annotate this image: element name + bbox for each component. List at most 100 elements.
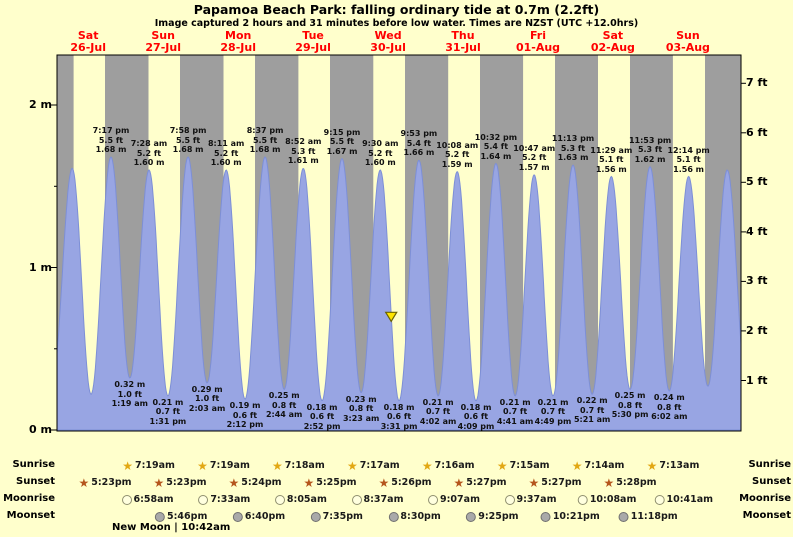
astro-time: 7:16am: [434, 460, 475, 471]
sunset-star-entry: ★ 5:26pm: [378, 475, 431, 490]
sunset-star-icon: ★: [78, 475, 90, 490]
day-date: 29-Jul: [295, 40, 331, 54]
plot-day-background: [57, 55, 741, 431]
high-tide-label: 11:29 am 5.1 ft 1.56 m: [590, 145, 633, 174]
right-axis-label: 6 ft: [746, 125, 768, 139]
high-tide-label: 9:30 am 5.2 ft 1.60 m: [362, 139, 399, 167]
moonset-circle-icon: [466, 511, 477, 522]
moonrise-circle-entry: 9:07am: [428, 492, 480, 507]
right-axis-label: 5 ft: [746, 175, 768, 189]
moonrise-circle-icon: [504, 494, 515, 505]
sunset-label-right: Sunset: [752, 476, 791, 487]
astro-time: 8:05am: [286, 494, 327, 505]
moonrise-circle-entry: 10:41am: [654, 492, 713, 507]
day-label: Thu 31-Jul: [445, 30, 481, 53]
sunset-label-left: Sunset: [16, 476, 55, 487]
sunset-star-icon: ★: [153, 475, 165, 490]
day-date: 03-Aug: [665, 40, 710, 54]
astro-time: 5:28pm: [616, 477, 657, 488]
high-tide-label: 9:53 pm 5.4 ft 1.66 m: [400, 129, 438, 158]
low-tide-label: 0.19 m 0.6 ft 2:12 pm: [226, 401, 264, 430]
day-date: 27-Jul: [145, 40, 181, 54]
moonrise-row: Moonrise 6:58am 7:33am 8:05am 8:37am 9:07am 9…: [0, 492, 793, 508]
sunrise-star-icon: ★: [272, 458, 283, 473]
moonrise-circle-entry: 9:37am: [504, 492, 556, 507]
astro-time: 9:07am: [440, 494, 480, 505]
moonset-circle-entry: 8:30pm: [388, 509, 441, 524]
astro-time: 7:13am: [659, 460, 700, 471]
astro-time: 7:19am: [135, 460, 175, 471]
astro-time: 7:19am: [209, 460, 250, 471]
moonset-circle-entry: 11:18pm: [618, 509, 678, 524]
low-tide-label: 0.18 m 0.6 ft 3:31 pm: [380, 402, 418, 431]
right-axis-label: 7 ft: [746, 76, 768, 90]
day-label: Fri 01-Aug: [516, 30, 560, 53]
day-date: 26-Jul: [70, 40, 106, 54]
moonset-circle-icon: [232, 511, 243, 522]
day-label: Sun 27-Jul: [145, 30, 181, 53]
day-date: 31-Jul: [445, 40, 481, 54]
high-tide-label: 10:08 am 5.2 ft 1.59 m: [436, 140, 479, 169]
moonset-circle-entry: 10:21pm: [540, 509, 600, 524]
sunrise-label-right: Sunrise: [748, 459, 791, 470]
astro-time: 5:23pm: [91, 477, 132, 488]
astro-time: 5:23pm: [166, 477, 207, 488]
current-tide-marker: [384, 311, 398, 323]
moonset-circle-entry: 7:35pm: [310, 509, 363, 524]
astro-time: 7:33am: [210, 494, 251, 505]
day-label: Sun 03-Aug: [666, 30, 710, 53]
sunrise-star-entry: ★ 7:19am: [197, 458, 250, 473]
day-name: Fri: [529, 29, 546, 42]
day-date: 02-Aug: [590, 40, 635, 54]
astro-time: 10:08am: [589, 494, 637, 505]
astro-time: 6:40pm: [244, 511, 286, 522]
astro-time: 7:14am: [584, 460, 625, 471]
sunrise-star-entry: ★ 7:19am: [122, 458, 175, 473]
sunset-star-entry: ★ 5:23pm: [153, 475, 206, 490]
low-tide-label: 0.25 m 0.8 ft 2:44 am: [265, 391, 303, 420]
moonset-circle-entry: 9:25pm: [466, 509, 519, 524]
day-name: Mon: [225, 29, 252, 42]
right-axis-label: 3 ft: [746, 274, 768, 288]
moonrise-circle-icon: [274, 494, 285, 505]
sunset-star-icon: ★: [228, 475, 240, 490]
low-tide-label: 0.18 m 0.6 ft 4:09 pm: [457, 402, 495, 431]
sunrise-star-icon: ★: [571, 458, 583, 473]
astro-time: 8:37am: [363, 494, 404, 505]
day-name: Wed: [374, 29, 402, 42]
moonset-circle-icon: [618, 511, 629, 522]
sunset-star-icon: ★: [303, 475, 315, 490]
astro-time: 7:15am: [509, 460, 550, 471]
sunrise-star-icon: ★: [346, 458, 358, 473]
moonrise-circle-icon: [577, 494, 588, 505]
astro-time: 8:30pm: [400, 511, 441, 522]
left-axis-label: 0 m: [29, 423, 52, 436]
high-tide-label: 12:14 pm 5.1 ft 1.56 m: [667, 145, 710, 174]
sunrise-star-entry: ★ 7:16am: [422, 458, 475, 473]
day-label: Wed 30-Jul: [370, 30, 406, 53]
tide-area-curve: [56, 156, 742, 431]
moonrise-circle-entry: 7:33am: [198, 492, 250, 507]
astro-time: 6:58am: [133, 494, 174, 505]
sunset-star-entry: ★ 5:23pm: [78, 475, 131, 490]
astro-time: 9:25pm: [478, 511, 519, 522]
sunrise-star-icon: ★: [421, 458, 433, 473]
moonrise-circle-icon: [351, 494, 362, 505]
day-labels-row: Sat 26-Jul Sun 27-Jul Mon 28-Jul Tue 29-Jul Wed 3…: [0, 30, 793, 55]
astro-time: 5:27pm: [466, 477, 507, 488]
left-axis-label: 2 m: [29, 98, 52, 111]
low-tide-label: 0.32 m 1.0 ft 1:19 am: [111, 380, 149, 408]
plot-border: [56, 54, 742, 432]
day-name: Tue: [302, 29, 324, 42]
low-tide-label: 0.21 m 0.7 ft 1:31 pm: [149, 397, 187, 426]
low-tide-label: 0.21 m 0.7 ft 4:41 am: [496, 397, 534, 426]
moonset-row: Moonset 5:46pm 6:40pm 7:35pm 8:30pm 9:25pm 10…: [0, 509, 793, 525]
high-tide-label: 8:37 pm 5.5 ft 1.68 m: [246, 126, 284, 154]
sunset-star-icon: ★: [528, 475, 540, 490]
sunrise-star-entry: ★ 7:13am: [647, 458, 700, 473]
page-title: Papamoa Beach Park: falling ordinary tid…: [193, 2, 600, 17]
right-axis-label: 1 ft: [746, 373, 768, 387]
astro-time: 5:24pm: [241, 477, 282, 488]
right-axis-label: 2 ft: [746, 323, 768, 337]
moonset-label-right: Moonset: [742, 510, 791, 521]
